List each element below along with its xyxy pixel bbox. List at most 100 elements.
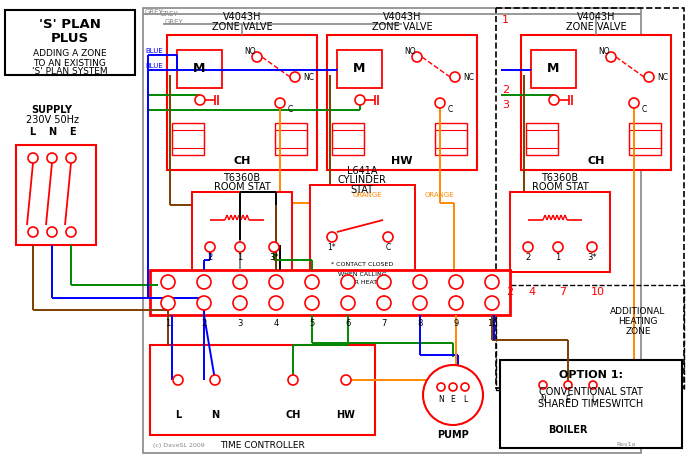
Text: SHARED TIMESWITCH: SHARED TIMESWITCH: [538, 399, 644, 409]
Text: M: M: [353, 63, 365, 75]
Text: T6360B: T6360B: [224, 173, 261, 183]
Text: L: L: [463, 395, 467, 403]
Circle shape: [305, 296, 319, 310]
Circle shape: [341, 375, 351, 385]
Circle shape: [606, 52, 616, 62]
Circle shape: [305, 275, 319, 289]
Text: 2: 2: [502, 85, 509, 95]
Circle shape: [629, 98, 639, 108]
Circle shape: [449, 296, 463, 310]
Circle shape: [413, 275, 427, 289]
Circle shape: [377, 275, 391, 289]
Text: 2: 2: [208, 253, 213, 262]
Text: C: C: [386, 243, 391, 253]
Circle shape: [66, 227, 76, 237]
Bar: [150, 345, 375, 435]
Text: 1: 1: [555, 253, 560, 262]
Text: ADDITIONAL: ADDITIONAL: [611, 307, 666, 316]
Circle shape: [539, 381, 547, 389]
Bar: [275, 130, 307, 148]
Circle shape: [435, 98, 445, 108]
Text: NO: NO: [244, 46, 256, 56]
Text: HEATING: HEATING: [618, 317, 658, 327]
Text: * CONTACT CLOSED: * CONTACT CLOSED: [331, 263, 393, 268]
Text: 5: 5: [309, 319, 315, 328]
Text: WHEN CALLING: WHEN CALLING: [337, 271, 386, 277]
Bar: [192, 192, 292, 272]
Text: NO: NO: [598, 46, 610, 56]
Circle shape: [161, 296, 175, 310]
Circle shape: [564, 381, 572, 389]
Text: CH: CH: [587, 156, 604, 166]
Text: N: N: [211, 410, 219, 420]
Text: 'S' PLAN SYSTEM: 'S' PLAN SYSTEM: [32, 67, 108, 76]
Circle shape: [327, 232, 337, 242]
Circle shape: [449, 383, 457, 391]
Text: ZONE VALVE: ZONE VALVE: [212, 22, 273, 32]
Bar: [275, 123, 307, 155]
Text: M: M: [193, 63, 205, 75]
Circle shape: [269, 275, 283, 289]
Bar: [332, 130, 364, 148]
Circle shape: [288, 375, 298, 385]
Text: 1: 1: [166, 319, 170, 328]
Text: C: C: [642, 104, 647, 114]
Bar: [332, 123, 364, 155]
Text: 1: 1: [237, 253, 243, 262]
Bar: [496, 8, 684, 388]
Text: 1*: 1*: [328, 243, 336, 253]
Circle shape: [290, 72, 300, 82]
Text: Rev1a: Rev1a: [617, 443, 636, 447]
Bar: [528, 370, 608, 425]
Bar: [172, 123, 204, 155]
Circle shape: [66, 153, 76, 163]
Text: GREY: GREY: [160, 11, 179, 17]
Text: ADDING A ZONE: ADDING A ZONE: [33, 50, 107, 58]
Bar: [337, 50, 382, 88]
Text: L641A: L641A: [347, 166, 377, 176]
Bar: [143, 8, 641, 453]
Bar: [172, 130, 204, 148]
Circle shape: [47, 153, 57, 163]
Circle shape: [485, 275, 499, 289]
Bar: [629, 123, 661, 155]
Text: 4: 4: [529, 287, 535, 297]
Bar: [327, 35, 477, 170]
Text: 3*: 3*: [269, 253, 279, 262]
Text: V4043H: V4043H: [383, 12, 422, 22]
Circle shape: [355, 95, 365, 105]
Bar: [150, 270, 510, 315]
Text: NC: NC: [463, 73, 474, 81]
Circle shape: [197, 275, 211, 289]
Text: OPTION 1:: OPTION 1:: [559, 370, 623, 380]
Bar: [496, 285, 684, 390]
Circle shape: [341, 296, 355, 310]
Circle shape: [413, 296, 427, 310]
Text: TIME CONTROLLER: TIME CONTROLLER: [220, 440, 305, 449]
Circle shape: [341, 275, 355, 289]
Circle shape: [461, 383, 469, 391]
Text: NC: NC: [657, 73, 668, 81]
Text: BLUE: BLUE: [145, 48, 163, 54]
Text: L: L: [29, 127, 35, 137]
Circle shape: [269, 296, 283, 310]
Bar: [177, 50, 222, 88]
Text: BLUE: BLUE: [145, 63, 163, 69]
Text: 'S' PLAN: 'S' PLAN: [39, 19, 101, 31]
Text: GREY: GREY: [145, 9, 164, 15]
Text: NC: NC: [303, 73, 314, 81]
Bar: [435, 130, 467, 148]
Text: ROOM STAT: ROOM STAT: [214, 182, 270, 192]
Text: E: E: [451, 395, 455, 403]
Circle shape: [235, 242, 245, 252]
Text: ZONE: ZONE: [625, 328, 651, 336]
Circle shape: [233, 275, 247, 289]
Circle shape: [161, 275, 175, 289]
Circle shape: [553, 242, 563, 252]
Text: E: E: [69, 127, 75, 137]
Text: M: M: [546, 63, 559, 75]
Bar: [521, 35, 671, 170]
Text: C: C: [448, 104, 453, 114]
Text: 7: 7: [560, 287, 566, 297]
Circle shape: [383, 232, 393, 242]
